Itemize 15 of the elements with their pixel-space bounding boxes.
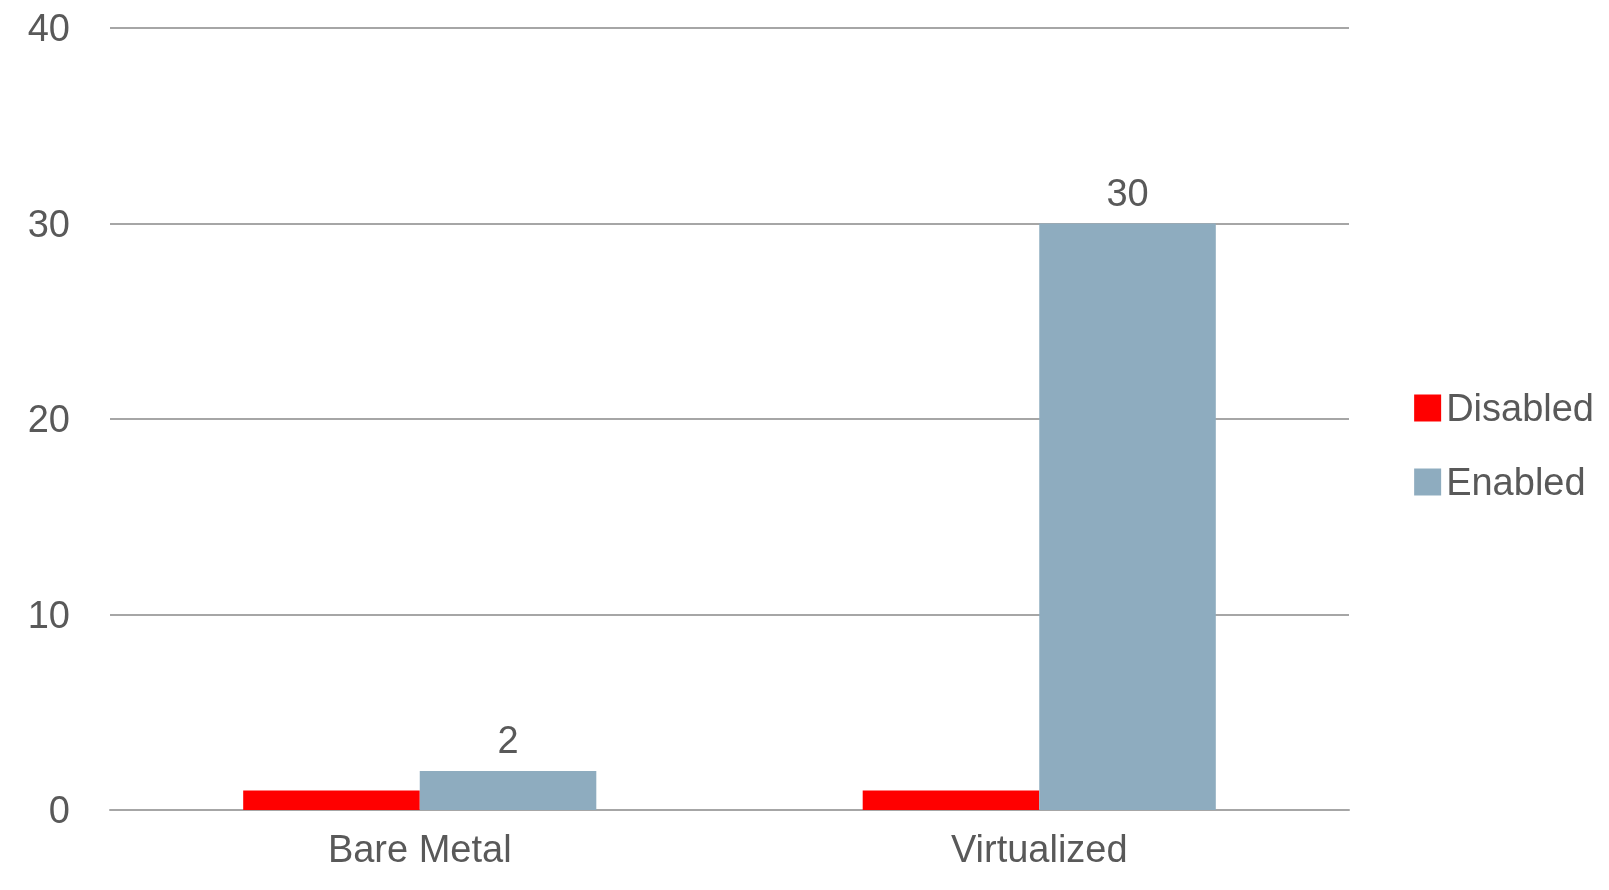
y-tick-label: 10 [27, 593, 70, 636]
y-tick-label: 30 [27, 202, 70, 245]
data-label: 2 [497, 718, 519, 761]
bar [243, 790, 420, 810]
bar [1039, 223, 1216, 810]
data-label: 30 [1106, 171, 1149, 214]
y-tick-label: 0 [48, 789, 70, 831]
x-tick-label: Bare Metal [327, 828, 512, 870]
bar [862, 790, 1040, 810]
y-tick-label: 40 [27, 7, 70, 49]
x-tick-label: Virtualized [950, 828, 1128, 870]
legend-label: Disabled [1446, 387, 1595, 429]
legend-label: Enabled [1446, 461, 1586, 503]
y-tick-label: 20 [27, 398, 70, 440]
bar [419, 770, 597, 810]
